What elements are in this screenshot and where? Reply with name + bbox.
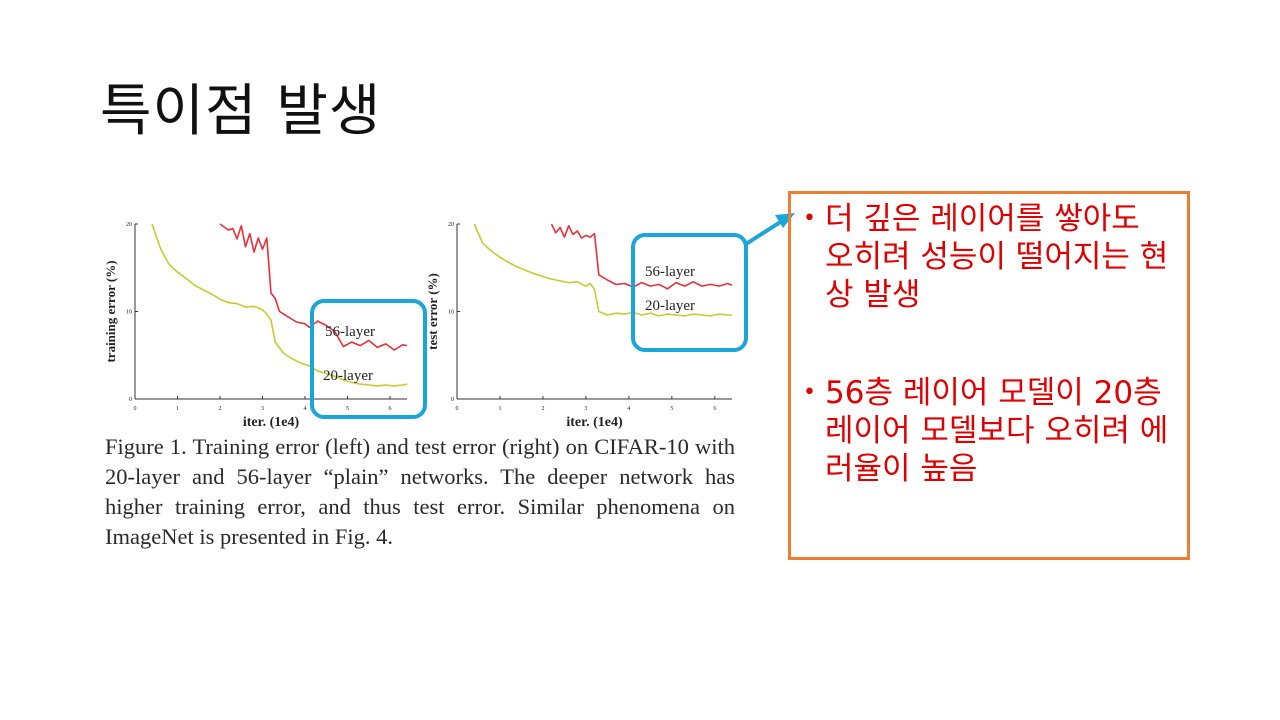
test-legend-20-layer: 20-layer [645, 298, 695, 314]
test-x-tick-label: 2 [541, 406, 544, 412]
note-bullet-1: • 더 깊은 레이어를 쌓아도 오히려 성능이 떨어지는 현상 발생 [803, 200, 1177, 314]
training-y-axis-label: training error (%) [103, 260, 118, 362]
training-x-axis-label: iter. (1e4) [243, 415, 300, 430]
test-x-tick-label: 4 [627, 406, 630, 412]
note-bullet-2: • 56층 레이어 모델이 20층 레이어 모델보다 오히려 에러율이 높음 [803, 374, 1177, 488]
note-box: • 더 깊은 레이어를 쌓아도 오히려 성능이 떨어지는 현상 발생 • 56층… [788, 191, 1190, 560]
training-legend-56-layer: 56-layer [325, 324, 375, 340]
test-series-56-layer [550, 223, 733, 290]
training-x-tick-label: 6 [389, 406, 392, 412]
test-x-tick-label: 1 [498, 406, 501, 412]
note-text-2: 56층 레이어 모델이 20층 레이어 모델보다 오히려 에러율이 높음 [825, 375, 1169, 487]
slide-title: 특이점 발생 [100, 79, 382, 144]
training-x-tick-label: 5 [346, 406, 349, 412]
note-text-1: 더 깊은 레이어를 쌓아도 오히려 성능이 떨어지는 현상 발생 [825, 201, 1169, 313]
training-y-tick-label: 0 [129, 397, 132, 403]
test-y-tick-label: 0 [451, 397, 454, 403]
test-x-tick-label: 0 [456, 406, 459, 412]
training-x-tick-label: 2 [219, 406, 222, 412]
training-y-tick-label: 20 [126, 222, 132, 228]
test-x-axis-label: iter. (1e4) [566, 415, 623, 430]
figure-caption: Figure 1. Training error (left) and test… [105, 434, 735, 549]
test-series-20-layer [473, 223, 732, 317]
training-x-tick-label: 1 [176, 406, 179, 412]
test-y-tick-label: 20 [448, 222, 454, 228]
test-x-tick-label: 5 [670, 406, 673, 412]
training-x-tick-label: 0 [134, 406, 137, 412]
test-y-tick-label: 10 [448, 310, 454, 316]
training-legend-20-layer: 20-layer [323, 368, 373, 384]
training-series-56-layer [219, 223, 408, 351]
bullet-dot-icon: • [803, 380, 816, 405]
training-series-20-layer [151, 223, 408, 387]
test-legend-56-layer: 56-layer [645, 264, 695, 280]
training-x-tick-label: 3 [261, 406, 264, 412]
training-y-tick-label: 10 [126, 310, 132, 316]
highlight-box-test [631, 233, 748, 352]
test-x-tick-label: 3 [584, 406, 587, 412]
highlight-box-training [310, 299, 427, 419]
test-y-axis-label: test error (%) [425, 273, 440, 350]
test-x-tick-label: 6 [713, 406, 716, 412]
bullet-dot-icon: • [803, 206, 816, 231]
training-x-tick-label: 4 [304, 406, 307, 412]
